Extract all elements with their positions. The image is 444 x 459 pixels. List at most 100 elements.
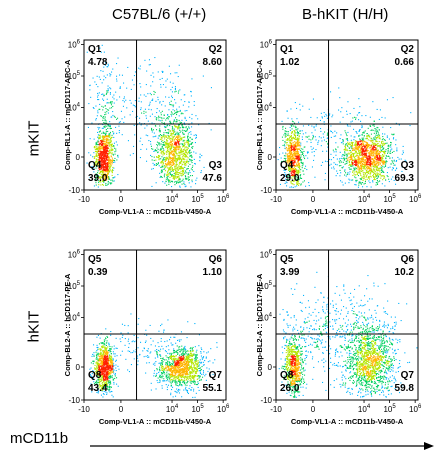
event-dot: [101, 167, 103, 169]
event-dot: [160, 136, 162, 138]
event-dot: [172, 169, 174, 171]
event-dot: [291, 168, 293, 170]
event-dot: [101, 171, 103, 173]
event-dot: [285, 164, 287, 166]
event-dot: [182, 151, 184, 153]
event-dot: [170, 150, 172, 152]
event-dot: [106, 393, 108, 395]
event-dot: [390, 152, 392, 154]
event-dot: [384, 185, 386, 187]
event-dot: [350, 157, 352, 159]
event-dot: [127, 332, 129, 334]
event-dot: [385, 162, 387, 164]
event-dot: [171, 104, 173, 106]
event-dot: [181, 150, 183, 152]
event-dot: [173, 162, 175, 164]
event-dot: [176, 175, 178, 177]
event-dot: [148, 64, 150, 66]
event-dot: [363, 178, 365, 180]
event-dot: [293, 160, 295, 162]
event-dot: [294, 158, 296, 160]
event-dot: [98, 141, 100, 143]
event-dot: [279, 153, 281, 155]
event-dot: [173, 146, 175, 148]
event-dot: [167, 143, 169, 145]
event-dot: [360, 144, 362, 146]
event-dot: [369, 161, 371, 163]
event-dot: [198, 334, 200, 336]
event-dot: [96, 152, 98, 154]
event-dot: [361, 176, 363, 178]
event-dot: [132, 110, 134, 112]
event-dot: [294, 154, 296, 156]
event-dot: [171, 135, 173, 137]
event-dot: [292, 144, 294, 146]
event-dot: [192, 165, 194, 167]
event-dot: [293, 134, 295, 136]
event-dot: [105, 165, 107, 167]
event-dot: [170, 100, 172, 102]
event-dot: [290, 155, 292, 157]
event-dot: [378, 135, 380, 137]
event-dot: [346, 138, 348, 140]
event-dot: [365, 160, 367, 162]
event-dot: [358, 157, 360, 159]
event-dot: [105, 184, 107, 186]
event-dot: [184, 110, 186, 112]
event-dot: [214, 359, 216, 361]
event-dot: [350, 139, 352, 141]
event-dot: [155, 118, 157, 120]
event-dot: [163, 176, 165, 178]
event-dot: [368, 145, 370, 147]
event-dot: [289, 135, 291, 137]
event-dot: [348, 150, 350, 152]
event-dot: [289, 151, 291, 153]
event-dot: [281, 160, 283, 162]
event-dot: [374, 157, 376, 159]
event-dot: [107, 173, 109, 175]
event-dot: [370, 137, 372, 139]
event-dot: [173, 151, 175, 153]
event-dot: [374, 150, 376, 152]
event-dot: [121, 336, 123, 338]
event-dot: [380, 160, 382, 162]
event-dot: [181, 385, 183, 387]
event-dot: [295, 132, 297, 134]
event-dot: [391, 160, 393, 162]
event-dot: [173, 176, 175, 178]
event-dot: [366, 156, 368, 158]
event-dot: [297, 134, 299, 136]
event-dot: [105, 93, 107, 95]
event-dot: [376, 180, 378, 182]
event-dot: [376, 129, 378, 131]
event-dot: [106, 167, 108, 169]
event-dot: [367, 144, 369, 146]
event-dot: [148, 140, 150, 142]
event-dot: [186, 178, 188, 180]
event-dot: [391, 157, 393, 159]
event-dot: [376, 108, 378, 110]
event-dot: [204, 375, 206, 377]
event-dot: [353, 128, 355, 130]
event-dot: [362, 179, 364, 181]
event-dot: [156, 144, 158, 146]
event-dot: [163, 144, 165, 146]
event-dot: [96, 141, 98, 143]
event-dot: [96, 148, 98, 150]
event-dot: [377, 173, 379, 175]
event-dot: [163, 151, 165, 153]
event-dot: [183, 136, 185, 138]
event-dot: [371, 150, 373, 152]
event-dot: [168, 180, 170, 182]
event-dot: [171, 344, 173, 346]
event-dot: [346, 113, 348, 115]
event-dot: [347, 131, 349, 133]
event-dot: [365, 145, 367, 147]
event-dot: [186, 141, 188, 143]
event-dot: [103, 122, 105, 124]
event-dot: [199, 156, 201, 158]
event-dot: [291, 166, 293, 168]
event-dot: [361, 154, 363, 156]
event-dot: [152, 81, 154, 83]
event-dot: [286, 142, 288, 144]
